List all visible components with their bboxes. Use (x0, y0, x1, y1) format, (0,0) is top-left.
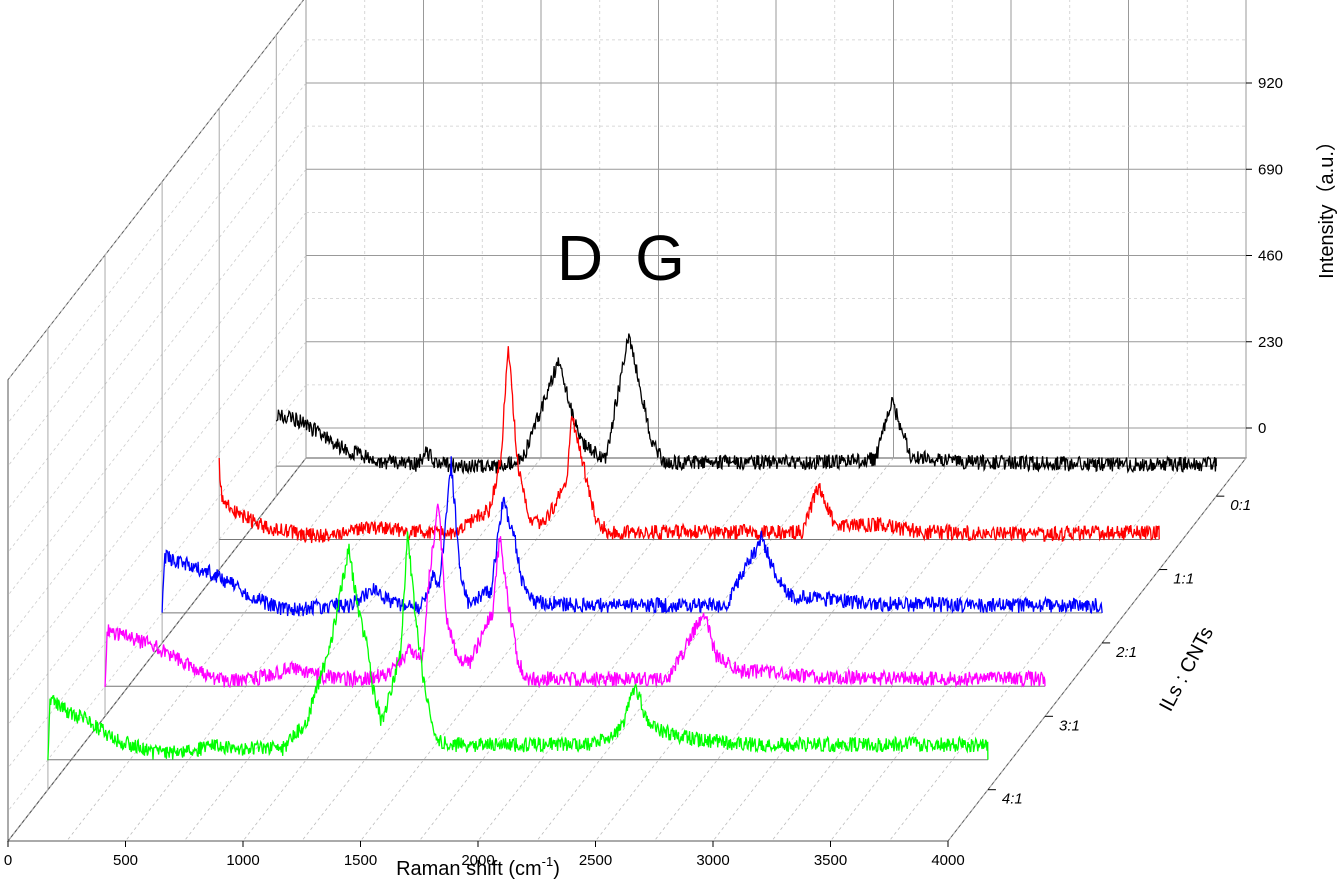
x-tick-label: 1500 (344, 852, 377, 869)
floor-grid (947, 457, 1247, 842)
depth-category-label: 1:1 (1173, 571, 1194, 588)
z-tick-label: 0 (1258, 420, 1266, 437)
floor-grid (830, 457, 1129, 842)
side-wall-hgrid (7, 169, 307, 553)
side-wall-hgrid (7, 82, 307, 467)
z-axis-title: Intensity（a.u.） (1315, 131, 1338, 279)
z-tick-label: 920 (1258, 75, 1283, 92)
floor-grid (125, 457, 424, 842)
x-tick-label: 2500 (579, 852, 612, 869)
series-line-3-1 (104, 503, 1046, 689)
side-wall-hgrid (7, 427, 307, 812)
peak-annotation-g: G (635, 222, 685, 294)
floor-grid (418, 457, 718, 842)
depth-category-label: 4:1 (1002, 791, 1023, 808)
floor-grid (477, 457, 777, 842)
depth-category-label: 3:1 (1059, 717, 1080, 734)
floor-grid (301, 457, 601, 842)
depth-category-label: 2:1 (1115, 644, 1137, 661)
side-wall-hgrid (7, 255, 307, 639)
x-tick-label: 0 (4, 852, 12, 869)
side-wall-hgrid (7, 298, 307, 682)
chart-series-group (47, 333, 1217, 761)
peak-annotation-d: D (557, 222, 603, 294)
series-line-2-1 (161, 456, 1103, 617)
x-tick-label: 500 (113, 852, 138, 869)
x-tick-label: 3500 (814, 852, 847, 869)
chart-gridlines (7, 0, 1247, 842)
side-wall-hgrid (7, 0, 304, 380)
floor-grid (771, 457, 1071, 842)
x-tick-label: 1000 (226, 852, 259, 869)
side-wall (7, 0, 307, 843)
floor-grid (712, 457, 1012, 842)
series-line-4-1 (47, 531, 989, 761)
side-wall-hgrid (7, 384, 307, 769)
z-tick-label: 230 (1258, 334, 1283, 351)
z-tick-label: 690 (1258, 161, 1283, 178)
depth-axis-title: ILs : CNTs (1155, 623, 1218, 715)
x-tick-label: 4000 (931, 852, 964, 869)
x-tick-label: 2000 (461, 852, 494, 869)
floor-grid (242, 457, 542, 842)
x-axis-title: Raman shift (cm-1) (396, 854, 560, 880)
side-wall-hgrid (7, 39, 307, 424)
z-tick-label: 460 (1258, 248, 1283, 265)
side-wall-hgrid (7, 341, 307, 725)
floor-grid (66, 457, 366, 842)
x-tick-label: 3000 (696, 852, 729, 869)
side-wall-hgrid (7, 212, 307, 596)
depth-category-label: 0:1 (1230, 497, 1251, 514)
floor-grid (595, 457, 894, 842)
floor-grid (183, 457, 483, 842)
series-line-1-1 (218, 346, 1160, 544)
floor-grid (888, 457, 1188, 842)
floor-grid (653, 457, 953, 842)
side-wall-hgrid (7, 125, 307, 510)
floor-grid (360, 457, 659, 842)
series-line-0-1 (275, 333, 1217, 475)
